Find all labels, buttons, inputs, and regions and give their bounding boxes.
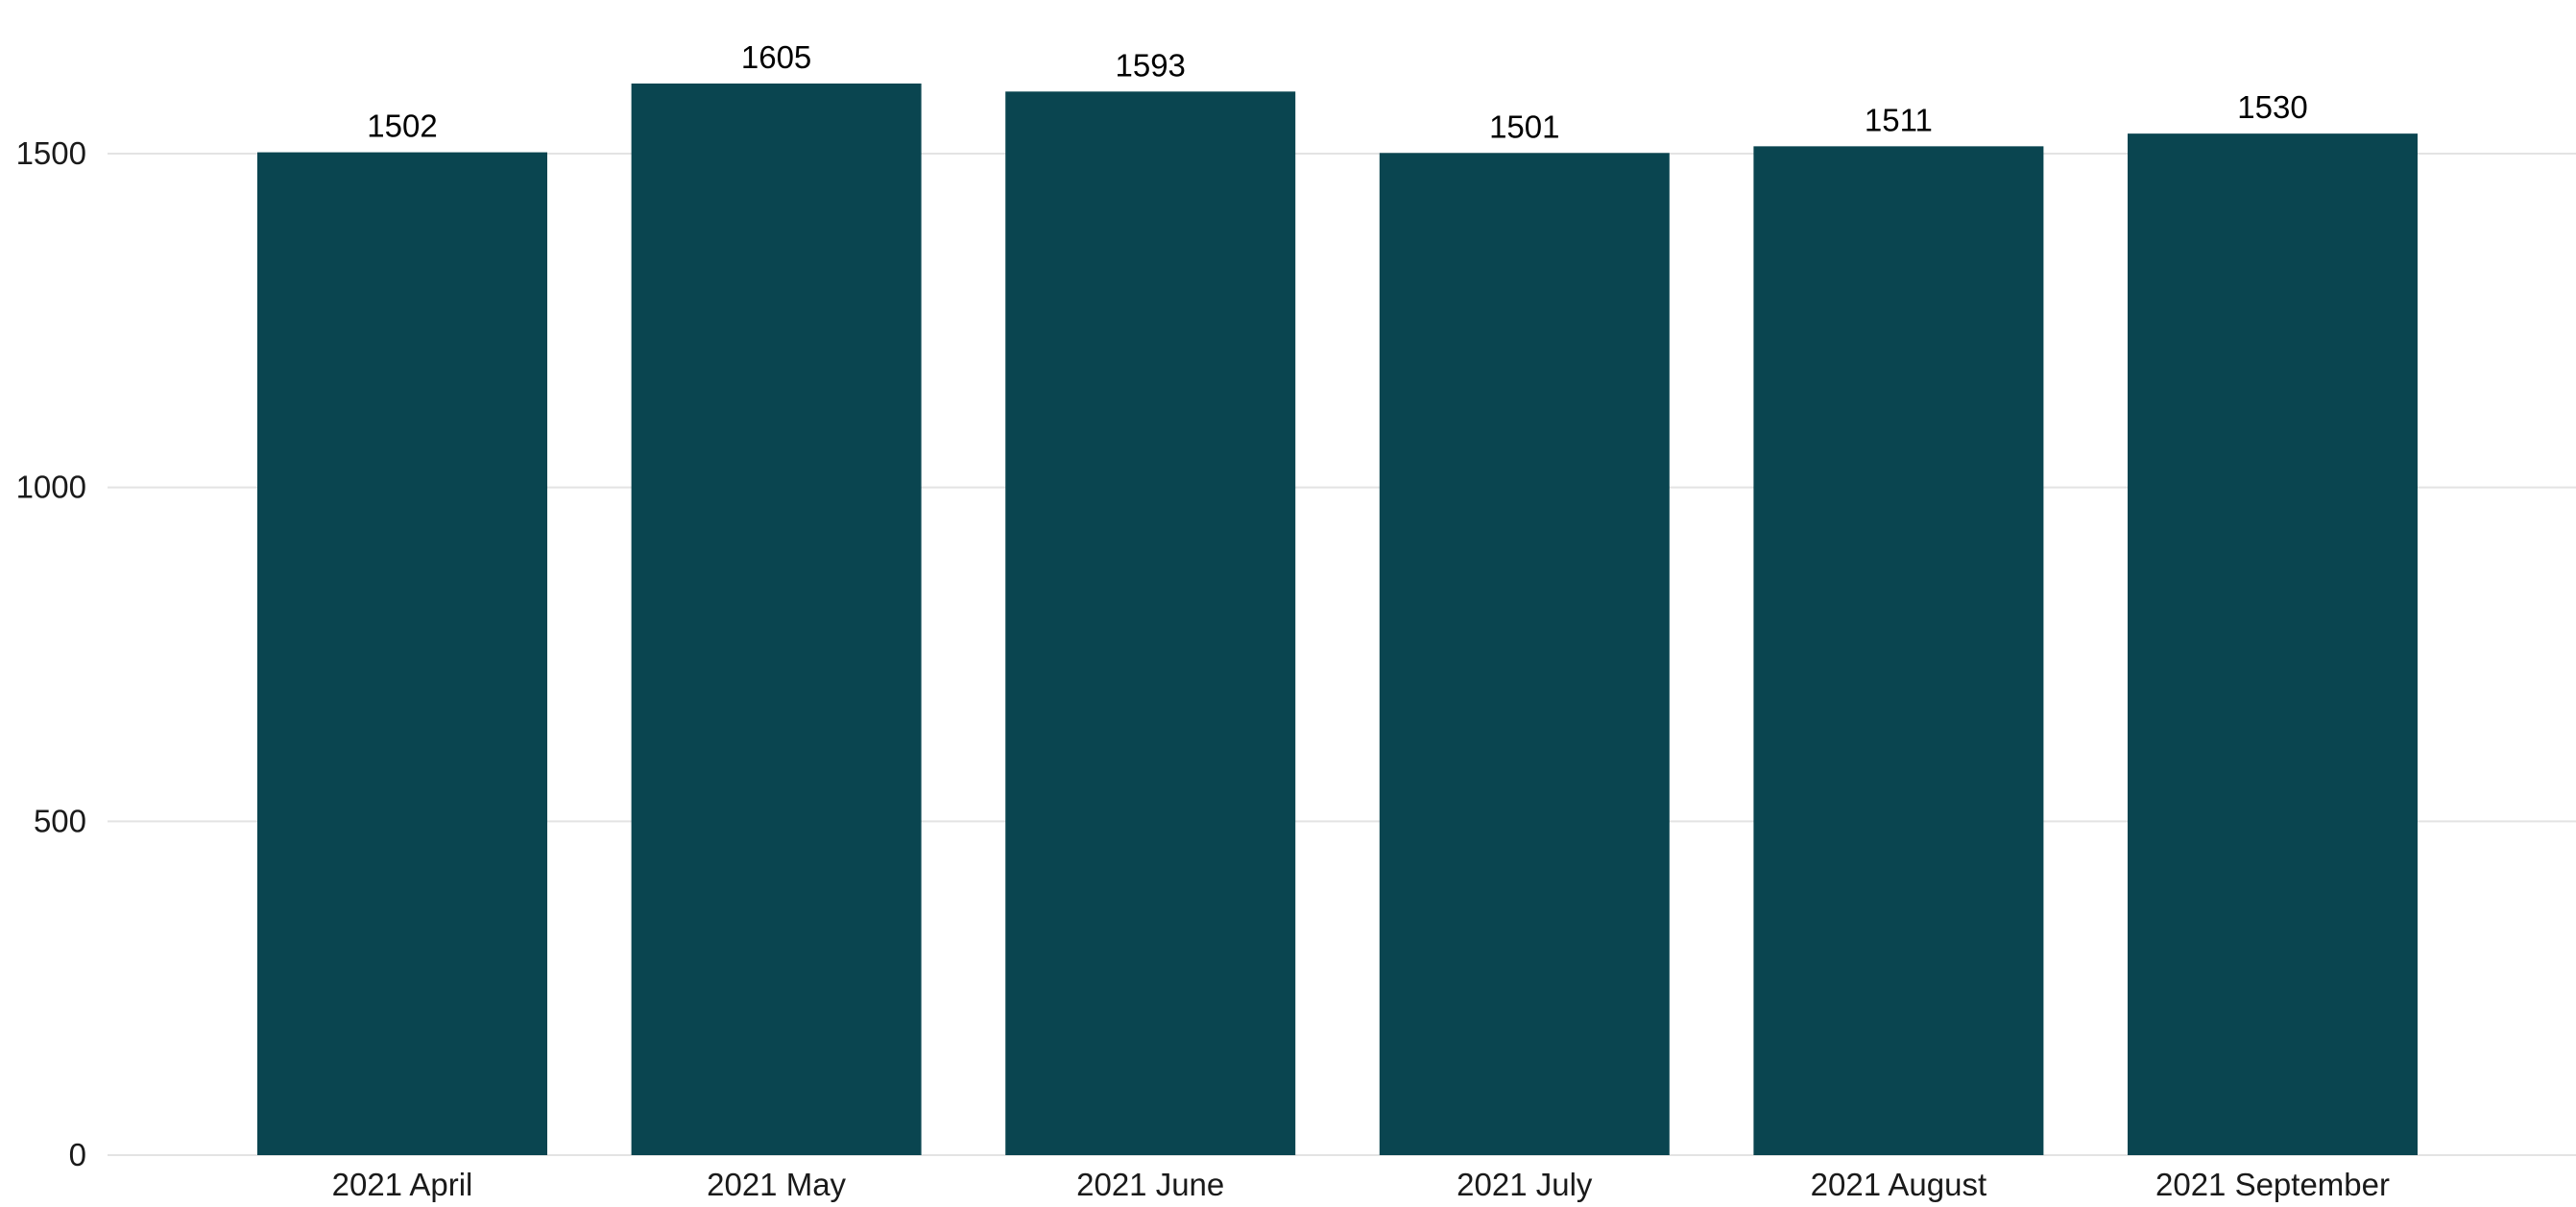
bar — [1753, 146, 2044, 1156]
data-label: 1502 — [367, 109, 437, 144]
bar — [2128, 133, 2418, 1155]
x-tick-label: 2021 April — [332, 1167, 473, 1202]
y-tick-label: 1500 — [16, 135, 86, 171]
data-label: 1530 — [2237, 89, 2307, 125]
bar — [1379, 153, 1670, 1155]
data-label: 1593 — [1115, 47, 1185, 83]
data-label: 1511 — [1865, 102, 1933, 137]
y-tick-label: 500 — [34, 803, 86, 838]
y-tick-label: 0 — [69, 1137, 86, 1172]
x-axis-tick-labels: 2021 April 2021 May 2021 June 2021 July 2021… — [332, 1167, 2390, 1202]
bars — [257, 83, 2418, 1156]
data-label: 1501 — [1489, 109, 1559, 144]
x-tick-label: 2021 September — [2155, 1167, 2390, 1202]
y-axis-tick-labels: 0 500 1000 1500 — [16, 135, 86, 1172]
bar — [257, 152, 547, 1155]
x-tick-label: 2021 August — [1811, 1167, 1987, 1202]
bar — [1005, 91, 1296, 1156]
bar — [631, 83, 922, 1156]
x-tick-label: 2021 May — [707, 1167, 846, 1202]
y-tick-label: 1000 — [16, 470, 86, 505]
data-labels: 1502 1605 1593 1501 1511 1530 — [367, 39, 2307, 144]
data-label: 1605 — [741, 39, 811, 75]
x-tick-label: 2021 June — [1076, 1167, 1224, 1202]
x-tick-label: 2021 July — [1457, 1167, 1593, 1202]
